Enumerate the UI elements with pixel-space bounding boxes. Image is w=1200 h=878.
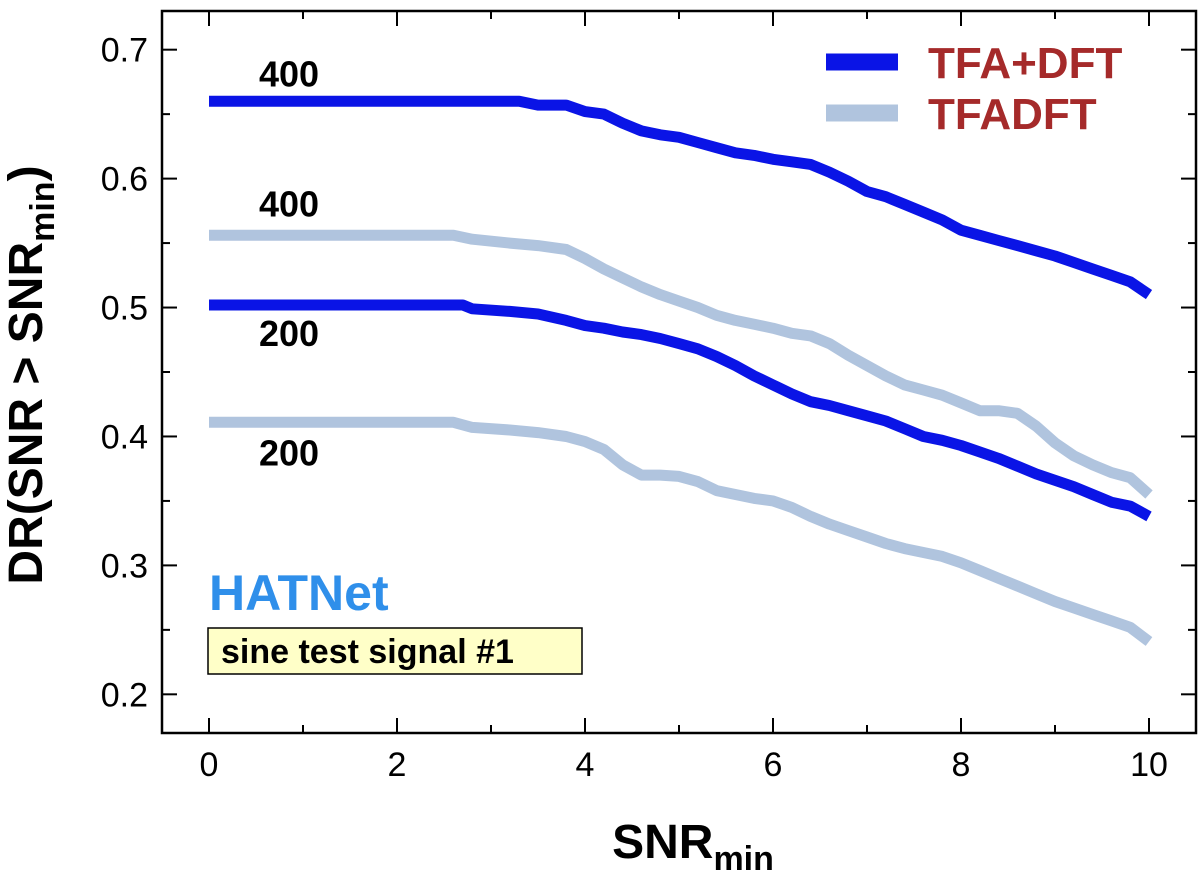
series-label-200: 200 <box>259 313 319 354</box>
x-tick-label: 4 <box>576 746 595 784</box>
y-tick-label: 0.6 <box>101 161 148 199</box>
x-tick-label: 6 <box>764 746 783 784</box>
annotations: HATNet sine test signal #1 <box>207 565 583 675</box>
series-line-tfadft-200 <box>209 416 1153 646</box>
legend-label: TFADFT <box>928 90 1097 139</box>
series-labels: 400 400 200 200 <box>259 53 319 473</box>
series-label-200: 200 <box>259 432 319 473</box>
x-tick-label: 8 <box>952 746 971 784</box>
series-group <box>209 95 1153 646</box>
x-tick-label: 0 <box>200 746 219 784</box>
signal-box <box>207 627 583 675</box>
series-label-400: 400 <box>259 183 319 224</box>
y-tick-label: 0.7 <box>101 32 148 70</box>
series-line-tfadft-400 <box>209 229 1153 499</box>
x-tick-label: 10 <box>1130 746 1168 784</box>
y-tick-label: 0.5 <box>101 290 148 328</box>
series-label-400: 400 <box>259 53 319 94</box>
legend-label: TFA+DFT <box>928 39 1122 88</box>
x-tick-label: 2 <box>388 746 407 784</box>
y-tick-label: 0.4 <box>101 418 148 456</box>
y-tick-label: 0.2 <box>101 676 148 714</box>
network-label: HATNet <box>209 565 389 621</box>
signal-box-label: sine test signal #1 <box>221 633 514 671</box>
series-line-tfa-dft-200 <box>209 299 1152 522</box>
x-axis-label: SNRmin <box>612 816 774 878</box>
y-axis-label: DR(SNR > SNRmin) <box>0 165 62 584</box>
y-tick-label: 0.3 <box>101 547 148 585</box>
series-line-tfa-dft-400 <box>209 95 1153 300</box>
axes-group: 0 2 4 6 8 10 0.2 0.3 0.4 0.5 0.6 0.7 <box>101 9 1198 784</box>
